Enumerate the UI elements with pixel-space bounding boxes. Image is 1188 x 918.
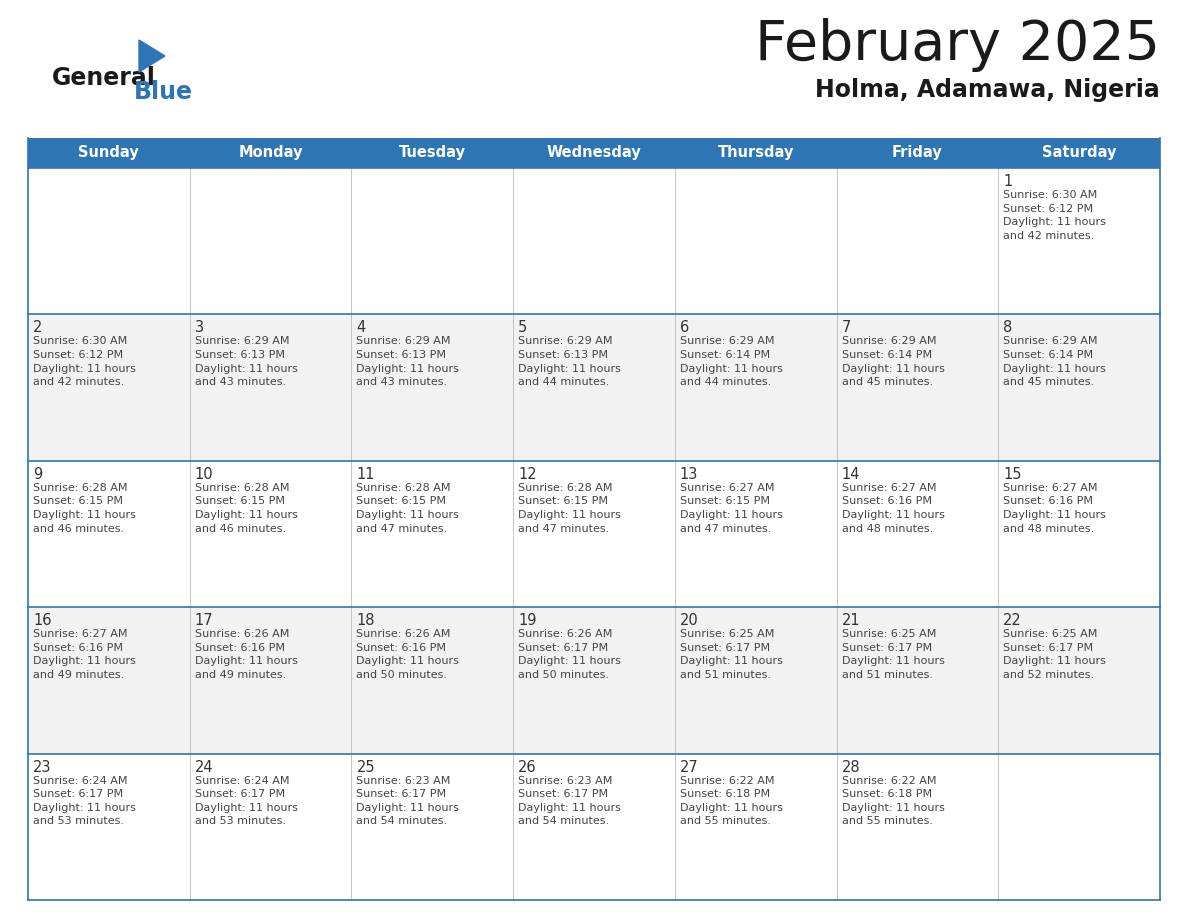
Text: 21: 21 [841,613,860,628]
Text: Sunrise: 6:28 AM
Sunset: 6:15 PM
Daylight: 11 hours
and 47 minutes.: Sunrise: 6:28 AM Sunset: 6:15 PM Dayligh… [518,483,621,533]
Text: 28: 28 [841,759,860,775]
Text: Wednesday: Wednesday [546,145,642,161]
Text: Sunrise: 6:28 AM
Sunset: 6:15 PM
Daylight: 11 hours
and 46 minutes.: Sunrise: 6:28 AM Sunset: 6:15 PM Dayligh… [33,483,135,533]
Text: Sunrise: 6:23 AM
Sunset: 6:17 PM
Daylight: 11 hours
and 54 minutes.: Sunrise: 6:23 AM Sunset: 6:17 PM Dayligh… [356,776,460,826]
Text: Sunrise: 6:28 AM
Sunset: 6:15 PM
Daylight: 11 hours
and 46 minutes.: Sunrise: 6:28 AM Sunset: 6:15 PM Dayligh… [195,483,297,533]
Text: 22: 22 [1004,613,1022,628]
Text: 13: 13 [680,466,699,482]
Text: 14: 14 [841,466,860,482]
Bar [29,461,1159,607]
Text: Sunrise: 6:25 AM
Sunset: 6:17 PM
Daylight: 11 hours
and 52 minutes.: Sunrise: 6:25 AM Sunset: 6:17 PM Dayligh… [1004,629,1106,680]
Text: 24: 24 [195,759,214,775]
Text: Sunrise: 6:25 AM
Sunset: 6:17 PM
Daylight: 11 hours
and 51 minutes.: Sunrise: 6:25 AM Sunset: 6:17 PM Dayligh… [680,629,783,680]
Text: 20: 20 [680,613,699,628]
Text: Sunrise: 6:27 AM
Sunset: 6:16 PM
Daylight: 11 hours
and 48 minutes.: Sunrise: 6:27 AM Sunset: 6:16 PM Dayligh… [1004,483,1106,533]
Text: Sunrise: 6:23 AM
Sunset: 6:17 PM
Daylight: 11 hours
and 54 minutes.: Sunrise: 6:23 AM Sunset: 6:17 PM Dayligh… [518,776,621,826]
Text: 15: 15 [1004,466,1022,482]
Text: 10: 10 [195,466,214,482]
Text: 12: 12 [518,466,537,482]
Text: 9: 9 [33,466,43,482]
Text: 3: 3 [195,320,204,335]
Text: Sunrise: 6:29 AM
Sunset: 6:13 PM
Daylight: 11 hours
and 44 minutes.: Sunrise: 6:29 AM Sunset: 6:13 PM Dayligh… [518,336,621,387]
Text: 18: 18 [356,613,375,628]
Text: Sunrise: 6:24 AM
Sunset: 6:17 PM
Daylight: 11 hours
and 53 minutes.: Sunrise: 6:24 AM Sunset: 6:17 PM Dayligh… [33,776,135,826]
Bar [29,138,1159,168]
Text: 23: 23 [33,759,51,775]
Text: Sunrise: 6:22 AM
Sunset: 6:18 PM
Daylight: 11 hours
and 55 minutes.: Sunrise: 6:22 AM Sunset: 6:18 PM Dayligh… [680,776,783,826]
Text: Sunrise: 6:29 AM
Sunset: 6:14 PM
Daylight: 11 hours
and 44 minutes.: Sunrise: 6:29 AM Sunset: 6:14 PM Dayligh… [680,336,783,387]
Text: Sunrise: 6:29 AM
Sunset: 6:13 PM
Daylight: 11 hours
and 43 minutes.: Sunrise: 6:29 AM Sunset: 6:13 PM Dayligh… [195,336,297,387]
Text: Sunrise: 6:26 AM
Sunset: 6:17 PM
Daylight: 11 hours
and 50 minutes.: Sunrise: 6:26 AM Sunset: 6:17 PM Dayligh… [518,629,621,680]
Text: 25: 25 [356,759,375,775]
Text: Sunrise: 6:25 AM
Sunset: 6:17 PM
Daylight: 11 hours
and 51 minutes.: Sunrise: 6:25 AM Sunset: 6:17 PM Dayligh… [841,629,944,680]
Bar [29,754,1159,900]
Polygon shape [139,40,165,72]
Text: 17: 17 [195,613,214,628]
Text: Sunrise: 6:27 AM
Sunset: 6:16 PM
Daylight: 11 hours
and 49 minutes.: Sunrise: 6:27 AM Sunset: 6:16 PM Dayligh… [33,629,135,680]
Text: Sunrise: 6:26 AM
Sunset: 6:16 PM
Daylight: 11 hours
and 50 minutes.: Sunrise: 6:26 AM Sunset: 6:16 PM Dayligh… [356,629,460,680]
Text: Sunrise: 6:30 AM
Sunset: 6:12 PM
Daylight: 11 hours
and 42 minutes.: Sunrise: 6:30 AM Sunset: 6:12 PM Dayligh… [33,336,135,387]
Text: Sunday: Sunday [78,145,139,161]
Text: Sunrise: 6:22 AM
Sunset: 6:18 PM
Daylight: 11 hours
and 55 minutes.: Sunrise: 6:22 AM Sunset: 6:18 PM Dayligh… [841,776,944,826]
Text: 8: 8 [1004,320,1012,335]
Text: 19: 19 [518,613,537,628]
Text: 4: 4 [356,320,366,335]
Text: Monday: Monday [239,145,303,161]
Text: Sunrise: 6:24 AM
Sunset: 6:17 PM
Daylight: 11 hours
and 53 minutes.: Sunrise: 6:24 AM Sunset: 6:17 PM Dayligh… [195,776,297,826]
Text: Sunrise: 6:26 AM
Sunset: 6:16 PM
Daylight: 11 hours
and 49 minutes.: Sunrise: 6:26 AM Sunset: 6:16 PM Dayligh… [195,629,297,680]
Bar [29,314,1159,461]
Text: Tuesday: Tuesday [399,145,466,161]
Text: 16: 16 [33,613,51,628]
Text: 1: 1 [1004,174,1012,189]
Text: Friday: Friday [892,145,943,161]
Text: 26: 26 [518,759,537,775]
Text: 2: 2 [33,320,43,335]
Text: Thursday: Thursday [718,145,794,161]
Text: 7: 7 [841,320,851,335]
Text: 27: 27 [680,759,699,775]
Text: Blue: Blue [134,80,192,104]
Text: Sunrise: 6:29 AM
Sunset: 6:14 PM
Daylight: 11 hours
and 45 minutes.: Sunrise: 6:29 AM Sunset: 6:14 PM Dayligh… [841,336,944,387]
Text: February 2025: February 2025 [756,18,1159,72]
Text: Saturday: Saturday [1042,145,1117,161]
Text: Sunrise: 6:29 AM
Sunset: 6:13 PM
Daylight: 11 hours
and 43 minutes.: Sunrise: 6:29 AM Sunset: 6:13 PM Dayligh… [356,336,460,387]
Text: 6: 6 [680,320,689,335]
Text: Sunrise: 6:28 AM
Sunset: 6:15 PM
Daylight: 11 hours
and 47 minutes.: Sunrise: 6:28 AM Sunset: 6:15 PM Dayligh… [356,483,460,533]
Text: Sunrise: 6:29 AM
Sunset: 6:14 PM
Daylight: 11 hours
and 45 minutes.: Sunrise: 6:29 AM Sunset: 6:14 PM Dayligh… [1004,336,1106,387]
Bar [29,168,1159,314]
Text: General: General [52,66,156,90]
Text: Sunrise: 6:27 AM
Sunset: 6:16 PM
Daylight: 11 hours
and 48 minutes.: Sunrise: 6:27 AM Sunset: 6:16 PM Dayligh… [841,483,944,533]
Text: Sunrise: 6:30 AM
Sunset: 6:12 PM
Daylight: 11 hours
and 42 minutes.: Sunrise: 6:30 AM Sunset: 6:12 PM Dayligh… [1004,190,1106,241]
Text: 5: 5 [518,320,527,335]
Text: 11: 11 [356,466,375,482]
Text: Holma, Adamawa, Nigeria: Holma, Adamawa, Nigeria [815,78,1159,102]
Bar [29,607,1159,754]
Text: Sunrise: 6:27 AM
Sunset: 6:15 PM
Daylight: 11 hours
and 47 minutes.: Sunrise: 6:27 AM Sunset: 6:15 PM Dayligh… [680,483,783,533]
